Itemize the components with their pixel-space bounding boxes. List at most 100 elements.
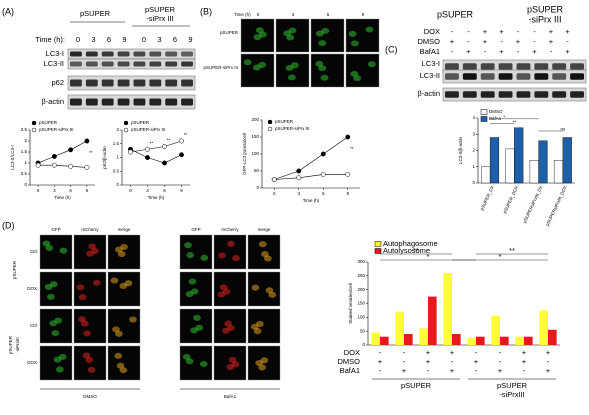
significance: **	[89, 150, 93, 155]
legend-marker	[123, 120, 129, 126]
channel-label: mCherry	[81, 227, 99, 232]
annotation: ns	[560, 127, 566, 132]
row-label: DOX	[27, 286, 37, 291]
x-tick-label: 3	[297, 191, 300, 196]
cell	[45, 244, 54, 251]
annotation: *	[427, 252, 430, 261]
sign: +	[516, 37, 521, 46]
y-axis-label: Stained vesicles/cell	[348, 283, 353, 324]
point	[68, 163, 74, 169]
point	[51, 153, 57, 159]
bar	[476, 336, 485, 345]
cell	[268, 291, 277, 298]
y-tick-label: 1	[472, 164, 475, 169]
band	[70, 79, 82, 87]
cell	[199, 360, 208, 368]
blot	[442, 69, 587, 84]
y-tick-label: 0	[472, 180, 475, 185]
band	[462, 91, 477, 98]
sign: +	[450, 37, 455, 46]
sign: +	[483, 37, 488, 46]
condition-label: BafA1	[340, 366, 360, 375]
y-tick-label: 100	[357, 315, 365, 320]
sign: +	[466, 47, 471, 56]
cell	[54, 317, 63, 324]
x-tick-label: 6	[322, 191, 325, 196]
bar	[443, 273, 452, 345]
legend-marker	[123, 127, 129, 133]
band	[133, 79, 146, 87]
sign: +	[498, 366, 503, 375]
cell	[115, 330, 123, 337]
significance: **	[150, 140, 154, 145]
point	[296, 175, 302, 181]
cell	[120, 243, 128, 250]
band	[85, 98, 98, 106]
band	[165, 61, 178, 67]
cell	[193, 314, 201, 321]
y-tick-label: 2.5	[21, 127, 28, 132]
x-tick-label: 0	[37, 188, 40, 193]
x-tick-label: 3	[53, 188, 56, 193]
annotation: **	[413, 246, 419, 255]
time: 6	[107, 35, 111, 44]
significance: **	[167, 138, 171, 143]
point	[84, 138, 90, 144]
sign: +	[474, 357, 479, 366]
panel-label: (C)	[385, 44, 398, 54]
row-label: Ctrl	[30, 249, 37, 254]
legend-marker	[480, 116, 488, 122]
bar	[419, 328, 428, 345]
row-label: DOX	[27, 360, 37, 365]
row-label: LC3-I	[46, 49, 64, 58]
x-tick-label: 0	[273, 191, 276, 196]
band	[498, 63, 513, 70]
band	[570, 73, 584, 80]
bar	[395, 311, 404, 345]
bar	[529, 160, 539, 184]
point	[162, 160, 167, 166]
band	[181, 51, 193, 57]
y-tick-label: 100	[251, 151, 259, 156]
cell	[59, 247, 68, 254]
panel-label: (A)	[2, 6, 14, 16]
bar	[481, 166, 491, 184]
condition-label: BafA1	[420, 47, 440, 56]
cell	[124, 280, 133, 287]
y-tick-label: 200	[251, 117, 259, 122]
band	[516, 73, 531, 80]
band	[117, 98, 130, 106]
cell	[110, 277, 119, 284]
x-tick-label: 9	[180, 188, 183, 193]
cell	[348, 30, 357, 37]
y-axis-label: GFP-LC3 puncta/cell	[242, 133, 247, 175]
blot	[442, 87, 587, 102]
y-tick-label: 250	[357, 273, 365, 278]
cell	[258, 61, 267, 68]
cell	[258, 31, 267, 38]
cell	[218, 252, 226, 259]
legend-label: pSUPER	[39, 120, 58, 125]
point	[35, 162, 41, 168]
sign: -	[517, 27, 520, 36]
y-axis-label: LC3-II/β-actin	[458, 136, 463, 164]
sign: +	[522, 357, 527, 366]
x-tick-label: pSUPERsiPrxIII_DX	[522, 185, 544, 224]
series-line	[274, 136, 348, 180]
band	[149, 79, 162, 87]
x-tick-label: 0	[129, 188, 132, 193]
group-label: -siPrx III	[146, 14, 174, 23]
cell	[117, 250, 126, 258]
x-tick-label: 3	[146, 188, 149, 193]
time: 9	[122, 35, 126, 44]
band	[516, 91, 531, 98]
cell	[318, 40, 327, 47]
point	[320, 171, 326, 177]
significance: **	[350, 146, 354, 151]
time: 3	[157, 35, 161, 44]
band	[85, 79, 98, 87]
band	[516, 63, 531, 70]
micrograph	[39, 234, 73, 270]
point	[84, 164, 90, 170]
legend-label: pSUPER-siPrx III	[275, 126, 310, 131]
